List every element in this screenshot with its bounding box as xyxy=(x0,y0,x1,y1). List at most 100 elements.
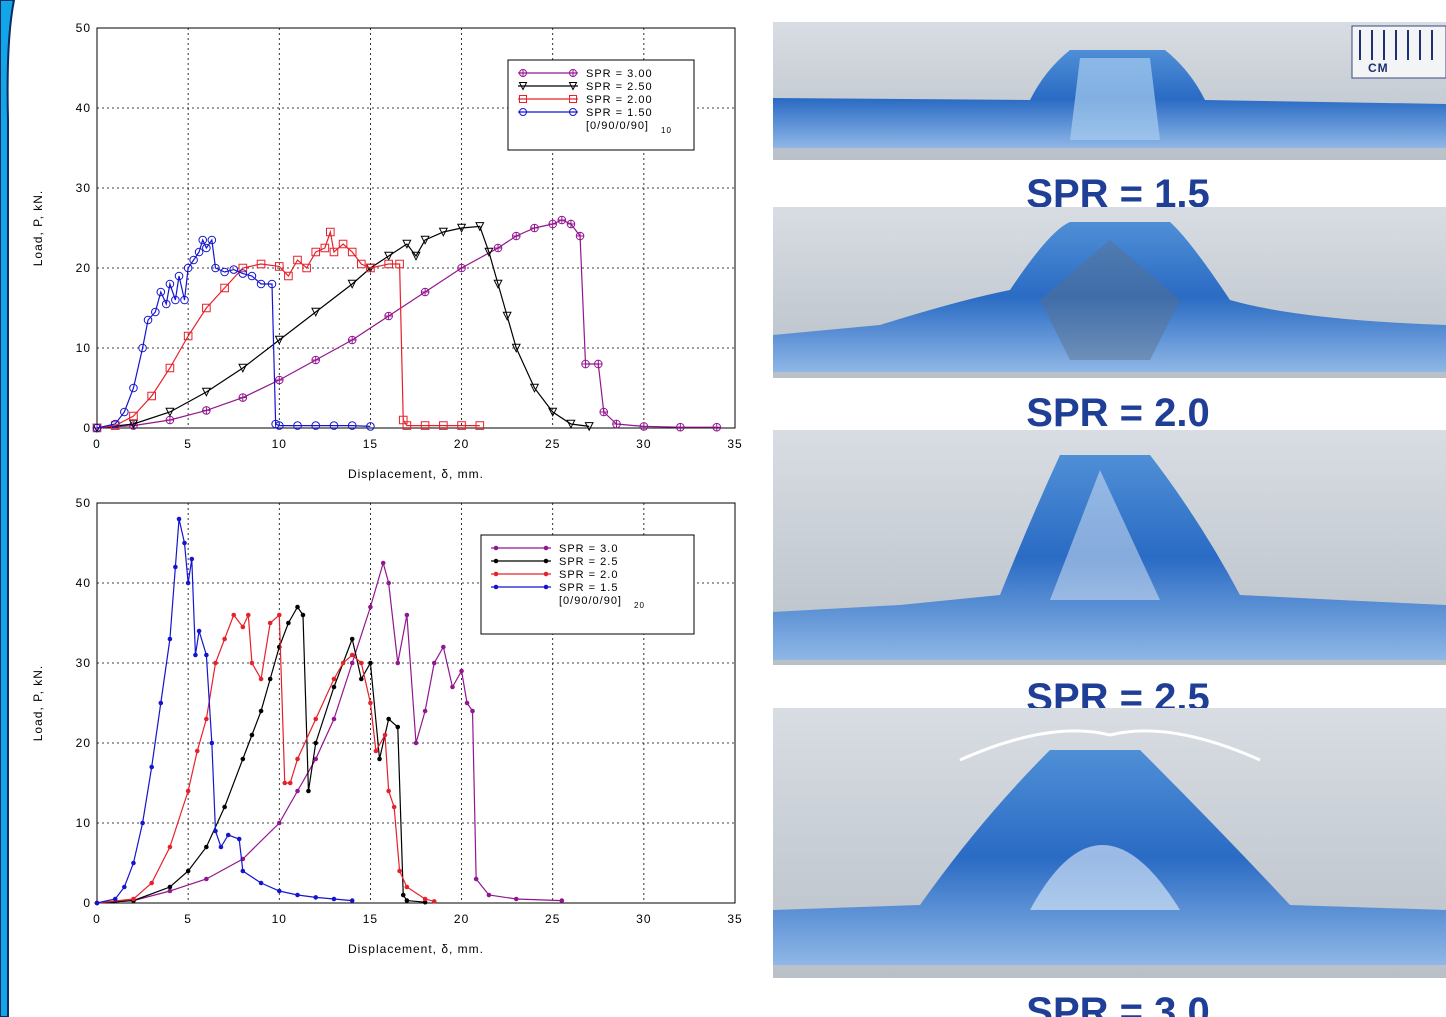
data-point xyxy=(232,613,236,617)
data-point xyxy=(378,757,382,761)
data-point xyxy=(713,423,721,431)
x-tick-label: 20 xyxy=(454,437,469,451)
x-tick-label: 30 xyxy=(636,437,651,451)
figure: CM SPR = 1.5 SPR = 2.0 SPR = 2.5 SPR = 3… xyxy=(0,0,1446,1017)
data-point xyxy=(350,661,354,665)
data-point xyxy=(398,869,402,873)
data-point xyxy=(405,885,409,889)
data-point xyxy=(350,637,354,641)
data-point xyxy=(451,685,455,689)
y-tick-label: 40 xyxy=(76,101,91,115)
data-point xyxy=(205,717,209,721)
photo xyxy=(773,708,1446,978)
legend-annotation: [0/90/0/90] xyxy=(586,120,649,132)
data-point xyxy=(350,653,354,657)
data-point xyxy=(296,605,300,609)
data-point xyxy=(560,899,564,903)
data-point xyxy=(275,376,283,384)
x-tick-label: 5 xyxy=(184,437,192,451)
legend-annotation-subscript: 10 xyxy=(661,126,672,135)
legend-annotation-subscript: 20 xyxy=(634,601,645,610)
data-point xyxy=(268,621,272,625)
data-point xyxy=(205,653,209,657)
data-point xyxy=(460,669,464,673)
data-point xyxy=(296,757,300,761)
data-point xyxy=(150,881,154,885)
data-point xyxy=(177,517,181,521)
x-axis-label: Displacement, δ, mm. xyxy=(348,467,484,481)
y-axis-label: Load, P, kN. xyxy=(31,665,45,742)
data-point xyxy=(414,741,418,745)
data-point xyxy=(558,216,566,224)
x-tick-label: 20 xyxy=(454,912,469,926)
data-point xyxy=(159,701,163,705)
data-point xyxy=(531,224,539,232)
border-strip xyxy=(0,0,14,1017)
data-point xyxy=(640,423,648,431)
data-point xyxy=(123,885,127,889)
x-axis-label: Displacement, δ, mm. xyxy=(348,942,484,956)
data-point xyxy=(174,565,178,569)
data-point xyxy=(219,845,223,849)
y-tick-label: 20 xyxy=(76,736,91,750)
series-line xyxy=(97,519,352,903)
data-point xyxy=(226,833,230,837)
y-tick-label: 30 xyxy=(76,181,91,195)
legend-marker xyxy=(570,70,577,77)
legend-label: SPR = 2.0 xyxy=(559,569,618,581)
y-tick-label: 10 xyxy=(76,816,91,830)
data-point xyxy=(214,661,218,665)
data-point xyxy=(396,661,400,665)
x-tick-label: 5 xyxy=(184,912,192,926)
data-point xyxy=(259,677,263,681)
legend-marker xyxy=(494,572,498,576)
series-line xyxy=(97,607,425,903)
data-point xyxy=(250,733,254,737)
legend-marker xyxy=(544,572,548,576)
data-point xyxy=(471,709,475,713)
x-tick-label: 15 xyxy=(363,912,378,926)
data-point xyxy=(168,845,172,849)
data-point xyxy=(314,757,318,761)
data-point xyxy=(223,805,227,809)
data-point xyxy=(387,789,391,793)
data-point xyxy=(423,897,427,901)
x-tick-label: 10 xyxy=(272,437,287,451)
data-point xyxy=(512,232,520,240)
data-point xyxy=(494,244,502,252)
legend-marker xyxy=(544,546,548,550)
data-point xyxy=(332,685,336,689)
legend-label: SPR = 3.00 xyxy=(586,68,653,80)
data-point xyxy=(241,625,245,629)
data-point xyxy=(582,360,590,368)
y-tick-label: 50 xyxy=(76,496,91,510)
data-point xyxy=(296,789,300,793)
data-point xyxy=(341,661,345,665)
data-point xyxy=(314,717,318,721)
data-point xyxy=(95,901,99,905)
data-point xyxy=(677,423,685,431)
data-point xyxy=(239,394,247,402)
x-tick-label: 35 xyxy=(727,912,742,926)
y-tick-label: 50 xyxy=(76,21,91,35)
data-point xyxy=(166,416,174,424)
legend-label: SPR = 1.50 xyxy=(586,107,653,119)
data-point xyxy=(186,789,190,793)
legend-marker xyxy=(544,585,548,589)
data-point xyxy=(241,869,245,873)
data-point xyxy=(168,637,172,641)
data-point xyxy=(567,220,575,228)
legend-marker xyxy=(494,559,498,563)
data-point xyxy=(223,637,227,641)
data-point xyxy=(268,677,272,681)
series-line xyxy=(97,232,480,428)
data-point xyxy=(369,701,373,705)
x-tick-label: 10 xyxy=(272,912,287,926)
x-tick-label: 0 xyxy=(93,912,101,926)
data-point xyxy=(465,701,469,705)
legend-marker xyxy=(494,585,498,589)
data-point xyxy=(277,889,281,893)
legend-label: SPR = 3.0 xyxy=(559,543,618,555)
data-point xyxy=(383,733,387,737)
data-point xyxy=(113,897,117,901)
